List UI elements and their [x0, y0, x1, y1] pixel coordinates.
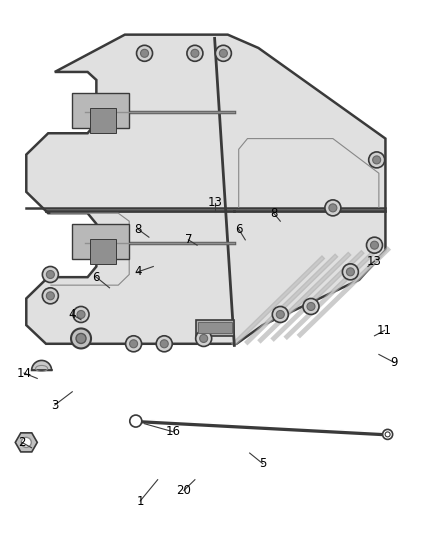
Circle shape	[215, 45, 231, 61]
Circle shape	[346, 268, 354, 276]
Text: 13: 13	[207, 196, 222, 209]
Text: 20: 20	[177, 484, 191, 497]
Circle shape	[160, 340, 168, 348]
Circle shape	[276, 310, 284, 319]
Text: 6: 6	[92, 271, 100, 284]
Circle shape	[73, 306, 89, 322]
Text: 8: 8	[134, 223, 141, 236]
Circle shape	[307, 302, 315, 311]
Circle shape	[329, 204, 337, 212]
Polygon shape	[196, 320, 234, 336]
Wedge shape	[32, 360, 52, 370]
Text: 9: 9	[390, 356, 398, 369]
Circle shape	[383, 430, 392, 439]
Circle shape	[219, 49, 227, 58]
Text: 2: 2	[18, 436, 26, 449]
Circle shape	[130, 340, 138, 348]
Circle shape	[42, 266, 58, 282]
Circle shape	[130, 415, 142, 427]
Text: 6: 6	[235, 223, 243, 236]
Circle shape	[196, 330, 212, 346]
Circle shape	[76, 334, 86, 343]
Text: 13: 13	[367, 255, 382, 268]
Text: 4: 4	[68, 308, 76, 321]
Circle shape	[46, 292, 54, 300]
Text: 14: 14	[17, 367, 32, 379]
Circle shape	[141, 49, 148, 58]
Circle shape	[77, 310, 85, 319]
Circle shape	[71, 328, 91, 349]
Text: 8: 8	[270, 207, 277, 220]
Circle shape	[385, 432, 390, 437]
Circle shape	[126, 336, 141, 352]
Text: 16: 16	[166, 425, 180, 438]
Circle shape	[77, 334, 85, 343]
Circle shape	[156, 336, 172, 352]
Circle shape	[369, 152, 385, 168]
Circle shape	[371, 241, 378, 249]
Circle shape	[272, 306, 288, 322]
Text: 5: 5	[259, 457, 266, 470]
Circle shape	[191, 49, 199, 58]
Circle shape	[21, 438, 31, 447]
Circle shape	[200, 334, 208, 343]
Polygon shape	[72, 224, 129, 259]
Text: 11: 11	[377, 324, 392, 337]
Text: 3: 3	[51, 399, 58, 411]
Text: 4: 4	[134, 265, 142, 278]
Circle shape	[42, 288, 58, 304]
Polygon shape	[26, 35, 385, 344]
Polygon shape	[198, 322, 232, 333]
Text: 1: 1	[136, 495, 144, 507]
Circle shape	[73, 330, 89, 346]
Polygon shape	[90, 239, 116, 264]
Circle shape	[325, 200, 341, 216]
Circle shape	[343, 264, 358, 280]
Circle shape	[137, 45, 152, 61]
Polygon shape	[90, 108, 116, 133]
Text: 7: 7	[184, 233, 192, 246]
Circle shape	[303, 298, 319, 314]
Circle shape	[367, 237, 382, 253]
Circle shape	[373, 156, 381, 164]
Circle shape	[46, 270, 54, 279]
Polygon shape	[72, 93, 129, 128]
Circle shape	[187, 45, 203, 61]
